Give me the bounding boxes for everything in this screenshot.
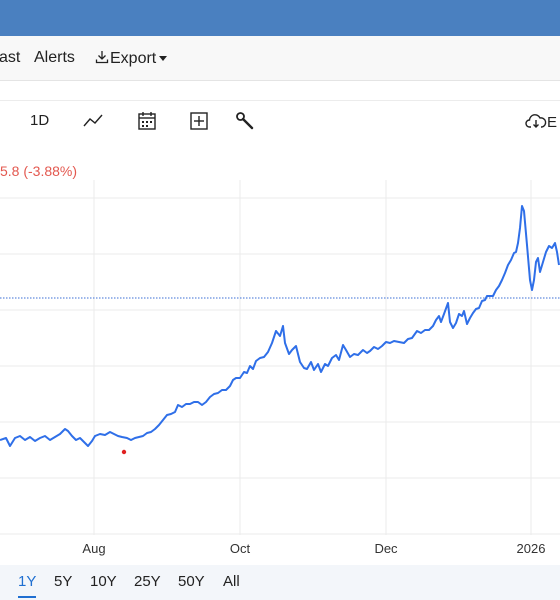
range-all[interactable]: All: [223, 573, 240, 590]
export-menu[interactable]: Export: [94, 49, 168, 68]
interval-button[interactable]: 1D: [30, 112, 50, 129]
range-50y[interactable]: 50Y: [178, 573, 205, 590]
menu-bar: ast Alerts Export: [0, 36, 560, 81]
price-change: 5.8 (-3.88%): [0, 163, 78, 179]
event-marker: [121, 449, 127, 455]
x-tick-label: 2026: [517, 541, 546, 556]
price-chart[interactable]: Aug Oct Dec 2026: [0, 180, 560, 565]
add-indicator-icon[interactable]: [189, 111, 209, 131]
nav-item-alerts[interactable]: Alerts: [34, 49, 75, 66]
range-5y[interactable]: 5Y: [54, 573, 73, 590]
range-1y[interactable]: 1Y: [18, 573, 37, 598]
range-selector: 1Y 5Y 10Y 25Y 50Y All: [0, 565, 560, 600]
export-label: Export: [110, 50, 157, 67]
nav-item-forecast[interactable]: ast: [0, 49, 21, 66]
range-10y[interactable]: 10Y: [90, 573, 117, 590]
chart-toolbar: 1D E: [0, 100, 560, 143]
line-chart-icon[interactable]: [83, 113, 103, 129]
wrench-icon[interactable]: [235, 111, 255, 131]
x-tick-label: Aug: [82, 541, 105, 556]
chevron-down-icon: [159, 56, 168, 62]
price-line: [0, 205, 560, 447]
calendar-icon[interactable]: [137, 111, 157, 131]
download-icon: [95, 51, 109, 64]
cloud-download-icon: [525, 114, 547, 128]
range-25y[interactable]: 25Y: [134, 573, 161, 590]
x-tick-label: Dec: [374, 541, 398, 556]
x-tick-label: Oct: [230, 541, 251, 556]
top-banner: [0, 0, 560, 36]
download-data-label: E: [547, 114, 558, 131]
download-data-button[interactable]: E: [525, 112, 557, 132]
